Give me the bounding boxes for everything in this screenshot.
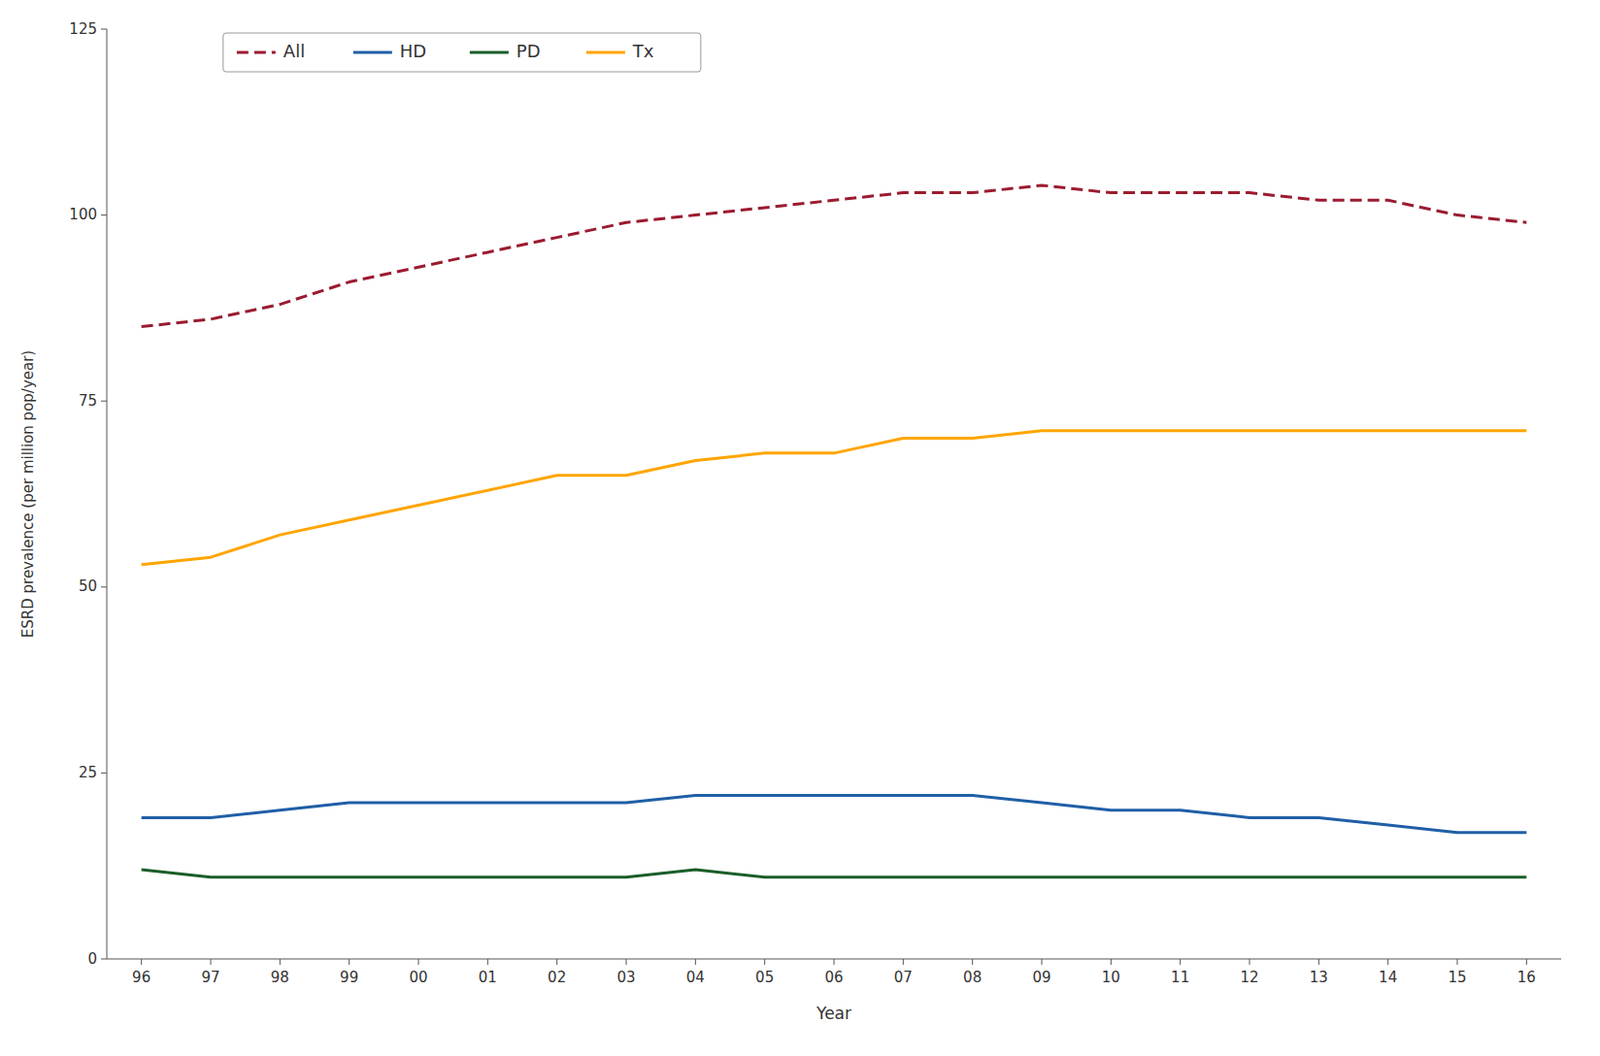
y-tick: [100, 959, 107, 961]
x-tick-label: 97: [200, 968, 220, 987]
y-tick: [100, 214, 107, 216]
y-axis-label: ESRD prevalence (per million pop/year): [19, 350, 37, 638]
x-tick: [1249, 959, 1251, 966]
legend-label: HD: [400, 40, 427, 62]
x-tick-label: 03: [616, 968, 635, 987]
y-tick: [100, 29, 107, 31]
x-tick-label: 07: [894, 968, 913, 987]
legend-box: [223, 33, 701, 72]
x-tick: [556, 959, 558, 966]
x-tick: [833, 959, 835, 966]
y-tick-label: 0: [87, 950, 98, 968]
y-axis-line: [106, 29, 108, 960]
x-tick: [348, 959, 350, 966]
series-line: [141, 869, 1528, 878]
x-tick-label: 01: [478, 968, 498, 987]
legend: All HD PD Tx: [223, 33, 701, 72]
y-tick-label: 25: [78, 764, 98, 782]
y-tick-label: 125: [68, 20, 98, 38]
x-tick: [210, 959, 212, 966]
y-tick-label: 100: [68, 205, 98, 224]
x-tick: [902, 959, 904, 966]
x-tick: [1179, 959, 1181, 966]
x-tick-label: 05: [755, 968, 774, 987]
x-tick: [418, 959, 420, 966]
x-tick-label: 09: [1032, 968, 1051, 987]
x-tick-label: 16: [1517, 968, 1536, 987]
x-tick: [1110, 959, 1112, 966]
x-tick: [1457, 959, 1459, 966]
y-tick: [100, 772, 107, 774]
x-tick: [626, 959, 628, 966]
x-tick-label: 99: [339, 968, 359, 987]
chart: 0 25 50 75 100 125 96 97 98 99 00 01 02 03 04 05 06 07 08 0…: [0, 0, 1600, 1056]
x-tick-label: 06: [824, 968, 843, 987]
y-tick: [100, 400, 107, 402]
x-tick-label: 96: [132, 968, 151, 987]
x-tick-label: 15: [1447, 968, 1467, 987]
legend-swatch: [586, 51, 626, 55]
x-tick: [1318, 959, 1320, 966]
legend-label: PD: [516, 40, 541, 62]
y-tick: [100, 586, 107, 588]
x-axis-label: Year: [815, 1003, 852, 1024]
x-tick: [140, 959, 142, 966]
x-tick: [1041, 959, 1043, 966]
x-tick-label: 02: [547, 968, 567, 987]
legend-label: All: [283, 40, 305, 62]
x-tick-label: 10: [1101, 968, 1121, 987]
x-tick: [764, 959, 766, 966]
x-tick: [971, 959, 973, 966]
y-tick-label: 75: [78, 392, 98, 410]
chart-container: 0 25 50 75 100 125 96 97 98 99 00 01 02 03 04 05 06 07 08 0…: [0, 0, 1600, 1056]
x-tick-label: 11: [1170, 968, 1190, 987]
x-tick-label: 00: [408, 968, 428, 987]
x-tick: [487, 959, 489, 966]
legend-label: Tx: [632, 40, 655, 62]
y-tick-label: 50: [78, 577, 98, 596]
x-tick-label: 08: [963, 968, 982, 987]
series-line: [141, 185, 1528, 328]
x-tick-label: 14: [1378, 968, 1398, 987]
legend-swatch: [469, 51, 509, 55]
x-tick-label: 12: [1239, 968, 1259, 987]
x-tick: [279, 959, 281, 966]
legend-swatch: [353, 51, 393, 55]
x-tick: [1526, 959, 1528, 966]
x-tick-label: 98: [270, 968, 290, 987]
series-line: [141, 795, 1528, 833]
series-line: [141, 431, 1528, 566]
x-tick: [695, 959, 697, 966]
x-tick-label: 04: [686, 968, 705, 987]
x-tick: [1387, 959, 1389, 966]
x-tick-label: 13: [1309, 968, 1329, 987]
plot-area: [141, 185, 1528, 878]
legend-swatch: [236, 51, 276, 55]
